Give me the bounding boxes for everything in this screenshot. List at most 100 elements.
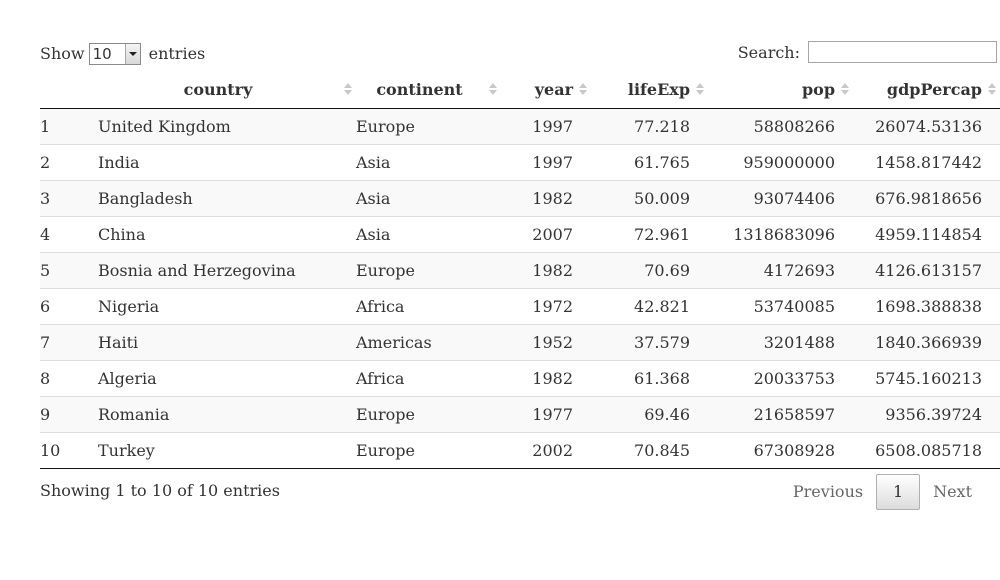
page-button-current[interactable]: 1 <box>876 474 921 510</box>
previous-page-button[interactable]: Previous <box>792 482 864 501</box>
cell-continent: Americas <box>356 323 501 360</box>
cell-country: Algeria <box>98 359 356 396</box>
column-header-label: lifeExp <box>627 80 690 100</box>
show-label: Show <box>40 44 85 63</box>
table-row: 7 Haiti Americas 1952 37.579 3201488 1840.3669… <box>40 323 1000 360</box>
row-index: 2 <box>40 143 98 180</box>
cell-gdppercap: 1458.817442 <box>853 143 1000 180</box>
cell-pop: 20033753 <box>708 359 853 396</box>
cell-gdppercap: 5745.160213 <box>853 359 1000 396</box>
cell-gdppercap: 9356.39724 <box>853 395 1000 432</box>
table-header: country continent year lifeExp pop gdpPe… <box>40 72 1000 109</box>
column-header-continent[interactable]: continent <box>356 72 501 109</box>
cell-lifeexp: 77.218 <box>634 116 690 136</box>
table-row: 6 Nigeria Africa 1972 42.821 53740085 1698.388… <box>40 287 1000 324</box>
column-header-year[interactable]: year <box>501 72 591 109</box>
cell-country: Haiti <box>98 323 356 360</box>
column-header-gdppercap[interactable]: gdpPercap <box>853 72 1000 109</box>
table-row: 2 India Asia 1997 61.765 959000000 1458.817442 <box>40 143 1000 180</box>
row-index: 10 <box>40 431 98 469</box>
cell-lifeexp: 70.69 <box>591 251 708 288</box>
table-body: 1 United Kingdom Europe 1997 77.218 58808266 2… <box>40 108 1000 469</box>
column-header-label: pop <box>801 80 835 100</box>
row-index: 4 <box>40 215 98 252</box>
entries-per-page-value: 10 <box>92 45 112 63</box>
cell-year: 1952 <box>501 323 591 360</box>
column-header-label: country <box>183 80 253 100</box>
cell-continent: Africa <box>356 287 501 324</box>
row-index: 9 <box>40 395 98 432</box>
table-row: 1 United Kingdom Europe 1997 77.218 58808266 2… <box>40 108 1000 144</box>
cell-year: 1997 <box>501 143 591 180</box>
cell-gdppercap: 4126.613157 <box>853 251 1000 288</box>
sort-icon <box>696 82 704 96</box>
column-header-pop[interactable]: pop <box>708 72 853 109</box>
cell-pop: 53740085 <box>708 287 853 324</box>
cell-continent: Europe <box>356 251 501 288</box>
cell-year: 1982 <box>501 251 591 288</box>
cell-pop: 67308928 <box>708 431 853 469</box>
column-header-label: year <box>534 80 573 100</box>
sort-icon <box>344 82 352 96</box>
cell-country: India <box>98 143 356 180</box>
row-index: 7 <box>40 323 98 360</box>
search-input[interactable] <box>808 41 997 63</box>
cell-lifeexp: 72.961 <box>591 215 708 252</box>
cell-country: Turkey <box>98 431 356 469</box>
column-header-label: gdpPercap <box>886 80 982 100</box>
cell-country: Romania <box>98 395 356 432</box>
cell-pop: 58808266 <box>753 116 835 136</box>
row-index: 6 <box>40 287 98 324</box>
entries-per-page-select[interactable]: 10 <box>88 43 141 65</box>
cell-pop: 21658597 <box>708 395 853 432</box>
cell-continent: Europe <box>356 431 501 469</box>
cell-year: 1982 <box>501 359 591 396</box>
cell-lifeexp: 69.46 <box>591 395 708 432</box>
cell-gdppercap: 676.9818656 <box>853 179 1000 216</box>
sort-icon <box>579 82 587 96</box>
column-header-country[interactable]: country <box>98 72 356 109</box>
length-menu: Show 10 entries <box>40 42 205 66</box>
cell-year: 1977 <box>501 395 591 432</box>
column-header-lifeexp[interactable]: lifeExp <box>591 72 708 109</box>
cell-lifeexp: 70.845 <box>591 431 708 469</box>
cell-gdppercap: 4959.114854 <box>853 215 1000 252</box>
cell-country: United Kingdom <box>98 116 231 136</box>
sort-icon <box>489 82 497 96</box>
table-row: 10 Turkey Europe 2002 70.845 67308928 6508.085… <box>40 431 1000 469</box>
cell-year: 1972 <box>501 287 591 324</box>
search-filter: Search: <box>738 41 997 63</box>
cell-continent: Europe <box>356 116 415 136</box>
pagination: Previous 1 Next <box>782 474 983 510</box>
row-index: 3 <box>40 179 98 216</box>
cell-year: 2007 <box>501 215 591 252</box>
cell-continent: Asia <box>356 215 501 252</box>
cell-pop: 93074406 <box>708 179 853 216</box>
cell-pop: 3201488 <box>708 323 853 360</box>
cell-year: 1982 <box>501 179 591 216</box>
header-row: country continent year lifeExp pop gdpPe… <box>40 72 1000 109</box>
table-row: 8 Algeria Africa 1982 61.368 20033753 5745.160… <box>40 359 1000 396</box>
column-header-index <box>40 72 98 109</box>
sort-icon <box>841 82 849 96</box>
cell-pop: 4172693 <box>708 251 853 288</box>
cell-year: 2002 <box>501 431 591 469</box>
cell-lifeexp: 61.765 <box>591 143 708 180</box>
next-page-button[interactable]: Next <box>933 482 972 501</box>
cell-year: 1997 <box>532 116 573 136</box>
row-index: 8 <box>40 359 98 396</box>
cell-country: Nigeria <box>98 287 356 324</box>
column-header-label: continent <box>376 80 463 100</box>
cell-gdppercap: 1698.388838 <box>853 287 1000 324</box>
dropdown-arrow-icon[interactable] <box>124 44 140 64</box>
table-row: 5 Bosnia and Herzegovina Europe 1982 70.69 41… <box>40 251 1000 288</box>
row-index: 1 <box>40 116 51 136</box>
table-row: 3 Bangladesh Asia 1982 50.009 93074406 676.981… <box>40 179 1000 216</box>
cell-continent: Asia <box>356 143 501 180</box>
cell-lifeexp: 50.009 <box>591 179 708 216</box>
cell-country: Bangladesh <box>98 179 356 216</box>
cell-continent: Europe <box>356 395 501 432</box>
cell-pop: 1318683096 <box>708 215 853 252</box>
cell-gdppercap: 26074.53136 <box>875 116 982 136</box>
cell-lifeexp: 37.579 <box>591 323 708 360</box>
